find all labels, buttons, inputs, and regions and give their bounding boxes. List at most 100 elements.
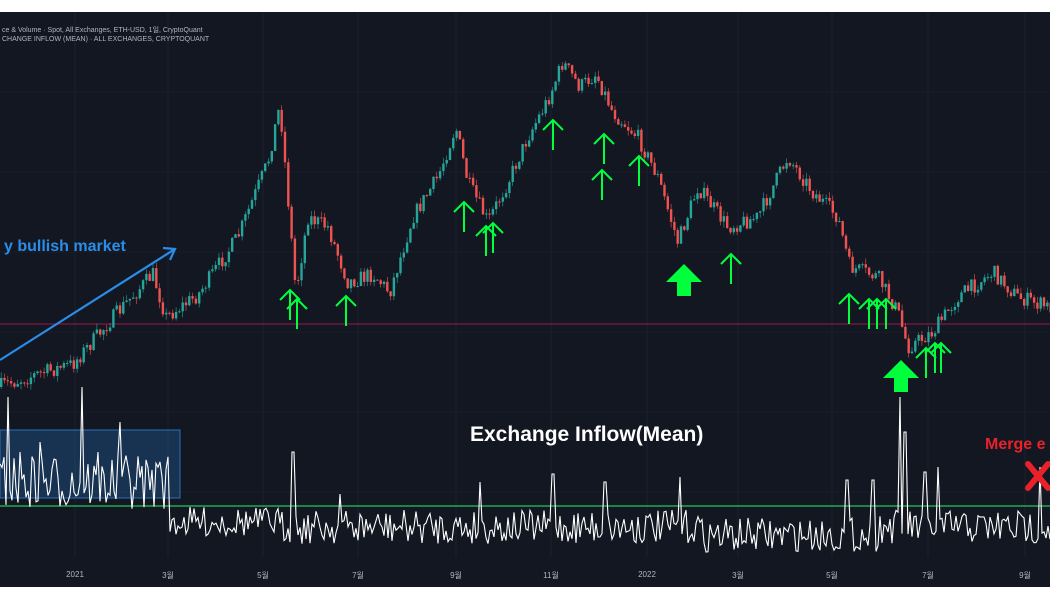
candle [854, 268, 858, 273]
candle [452, 137, 455, 149]
up-arrow-icon [453, 200, 475, 232]
candle [679, 226, 683, 244]
candle [518, 161, 521, 169]
candle [818, 194, 821, 202]
candle [666, 196, 669, 210]
candle [56, 365, 59, 376]
candle [775, 172, 778, 186]
candle [564, 63, 567, 70]
candle [980, 282, 983, 290]
candle [976, 289, 980, 293]
candle [656, 173, 660, 175]
candle [696, 193, 699, 200]
candle [940, 316, 943, 320]
candle [481, 197, 485, 215]
x-tick-label: 3월 [162, 571, 174, 580]
candle [914, 340, 917, 352]
up-arrow-head [838, 292, 860, 305]
candle [491, 209, 495, 215]
candle [330, 226, 333, 243]
candle [732, 228, 735, 233]
candle [669, 209, 673, 222]
up-arrow-head [858, 297, 880, 310]
candle [198, 292, 201, 304]
candle [1023, 299, 1026, 306]
candle [1032, 297, 1036, 303]
candle [455, 130, 458, 138]
x-mark-stroke [1025, 461, 1050, 491]
signal-arrows [279, 118, 952, 392]
candle [204, 287, 207, 289]
candle [6, 380, 9, 382]
candle [448, 148, 452, 160]
candle [528, 140, 531, 147]
candle [382, 281, 386, 285]
candle [759, 211, 762, 213]
candle [900, 310, 904, 327]
candle [188, 296, 191, 306]
up-arrow-icon [542, 118, 564, 150]
up-arrow-icon [866, 297, 888, 329]
candle [943, 309, 947, 320]
candle [217, 257, 221, 265]
candle [224, 262, 227, 267]
chart-canvas[interactable] [0, 12, 1050, 587]
candle [676, 230, 679, 244]
candle [300, 263, 303, 281]
candle [894, 302, 897, 310]
x-tick-label: 2021 [66, 570, 84, 579]
candle [128, 298, 132, 301]
candle [244, 214, 247, 221]
candle [372, 279, 376, 282]
candle [399, 257, 402, 274]
up-arrow-icon [628, 154, 650, 186]
candle [541, 113, 544, 115]
candle [1042, 297, 1046, 307]
candle [504, 193, 508, 198]
candle [376, 279, 379, 281]
candle [907, 338, 910, 354]
up-arrow-head [875, 297, 897, 310]
candle [897, 302, 900, 311]
candle [462, 139, 465, 159]
candle [280, 109, 283, 132]
candle [778, 166, 782, 173]
up-arrow-head [593, 132, 615, 145]
candle [762, 198, 765, 212]
merge-label: Merge e [985, 436, 1046, 453]
candle [270, 151, 273, 162]
candle [633, 133, 636, 136]
candle [287, 162, 290, 207]
candle [1026, 292, 1029, 306]
candle [62, 363, 66, 368]
candle [379, 280, 382, 285]
candle [283, 131, 287, 163]
candle [884, 283, 887, 288]
candle [689, 200, 693, 218]
candle [617, 119, 620, 125]
candle [359, 271, 363, 287]
candle [3, 377, 6, 381]
candle [924, 340, 927, 343]
chart-header-inflow: CHANGE INFLOW (MEAN) · ALL EXCHANGES, CR… [2, 36, 210, 43]
candle [112, 309, 115, 328]
candle [920, 334, 924, 341]
candle [570, 65, 574, 74]
candle [366, 269, 369, 282]
candle [125, 300, 128, 302]
candle [171, 312, 174, 319]
up-arrow-head [866, 297, 888, 310]
candle [792, 165, 795, 167]
candle [485, 213, 488, 215]
candle [610, 105, 613, 110]
candle [808, 178, 811, 191]
candle [221, 257, 224, 267]
candle [1013, 288, 1016, 297]
candle [438, 171, 442, 179]
candle [970, 279, 973, 291]
candle [429, 189, 432, 196]
candle [333, 242, 336, 245]
candle [13, 383, 16, 387]
candle [501, 197, 504, 202]
candle [409, 228, 412, 243]
